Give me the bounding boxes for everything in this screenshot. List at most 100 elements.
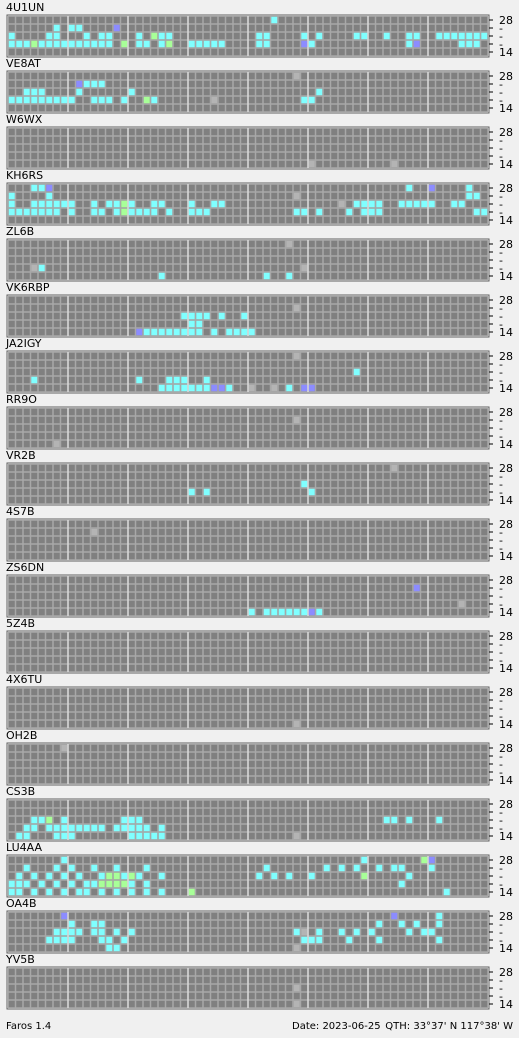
signal-cell [113, 928, 120, 936]
signal-cell [398, 880, 405, 888]
band-label: - [499, 814, 503, 827]
station-name: OH2B [6, 729, 37, 742]
signal-cell [173, 384, 180, 392]
signal-cell [91, 928, 98, 936]
station-name: VR2B [6, 449, 36, 462]
signal-cell [196, 328, 203, 336]
signal-cell [121, 872, 128, 880]
signal-cell [91, 864, 98, 872]
band-label: - [499, 926, 503, 939]
signal-cell [181, 312, 188, 320]
signal-cell [91, 80, 98, 88]
signal-cell [46, 184, 53, 192]
signal-cell [158, 32, 165, 40]
band-label: 28 [499, 854, 513, 867]
signal-cell [293, 352, 300, 360]
station-name: YV5B [5, 953, 35, 966]
signal-cell [158, 888, 165, 896]
signal-cell [46, 96, 53, 104]
signal-cell [61, 40, 68, 48]
signal-cell [106, 40, 113, 48]
signal-cell [106, 872, 113, 880]
signal-cell [98, 824, 105, 832]
band-label: - [499, 766, 503, 779]
signal-cell [143, 832, 150, 840]
signal-cell [143, 96, 150, 104]
signal-cell [211, 96, 218, 104]
signal-cell [376, 920, 383, 928]
signal-cell [136, 832, 143, 840]
band-label: - [499, 478, 503, 491]
signal-cell [218, 200, 225, 208]
band-label: - [499, 430, 503, 443]
signal-cell [121, 816, 128, 824]
station-name: VE8AT [6, 57, 41, 70]
band-label: - [499, 262, 503, 275]
signal-cell [151, 208, 158, 216]
band-label: 28 [499, 238, 513, 251]
signal-cell [166, 208, 173, 216]
signal-cell [46, 200, 53, 208]
signal-cell [308, 936, 315, 944]
signal-cell [98, 936, 105, 944]
signal-cell [98, 880, 105, 888]
band-label: 28 [499, 182, 513, 195]
signal-cell [211, 328, 218, 336]
signal-cell [61, 928, 68, 936]
signal-cell [346, 208, 353, 216]
signal-cell [271, 16, 278, 24]
signal-cell [113, 888, 120, 896]
band-label: 28 [499, 518, 513, 531]
signal-cell [61, 744, 68, 752]
signal-cell [406, 32, 413, 40]
signal-cell [31, 888, 38, 896]
station-name: RR9O [6, 393, 37, 406]
band-label: 28 [499, 966, 513, 979]
signal-cell [16, 888, 23, 896]
signal-cell [46, 936, 53, 944]
signal-cell [151, 832, 158, 840]
signal-cell [106, 880, 113, 888]
signal-cell [61, 824, 68, 832]
signal-cell [158, 872, 165, 880]
station-name: VK6RBP [6, 281, 50, 294]
band-label: - [499, 934, 503, 947]
signal-cell [188, 384, 195, 392]
band-label: - [499, 414, 503, 427]
signal-cell [91, 528, 98, 536]
signal-cell [38, 96, 45, 104]
signal-cell [301, 264, 308, 272]
qth-label: QTH: 33°37' N 117°38' W [385, 1021, 513, 1032]
band-label: - [499, 598, 503, 611]
band-label: - [499, 534, 503, 547]
signal-cell [436, 32, 443, 40]
signal-cell [301, 384, 308, 392]
signal-cell [31, 824, 38, 832]
signal-cell [83, 880, 90, 888]
signal-cell [233, 328, 240, 336]
signal-cell [263, 272, 270, 280]
signal-cell [338, 200, 345, 208]
signal-cell [421, 200, 428, 208]
band-label: 28 [499, 574, 513, 587]
band-label: 28 [499, 686, 513, 699]
signal-cell [256, 872, 263, 880]
signal-cell [136, 816, 143, 824]
signal-cell [76, 824, 83, 832]
station-name: W6WX [6, 113, 43, 126]
signal-cell [113, 824, 120, 832]
signal-cell [218, 384, 225, 392]
signal-cell [106, 32, 113, 40]
signal-cell [248, 608, 255, 616]
signal-cell [91, 96, 98, 104]
signal-cell [473, 208, 480, 216]
signal-cell [38, 208, 45, 216]
signal-cell [46, 32, 53, 40]
signal-cell [451, 200, 458, 208]
signal-cell [106, 936, 113, 944]
signal-cell [68, 200, 75, 208]
signal-cell [368, 200, 375, 208]
band-label: - [499, 206, 503, 219]
band-label: - [499, 142, 503, 155]
signal-cell [293, 984, 300, 992]
